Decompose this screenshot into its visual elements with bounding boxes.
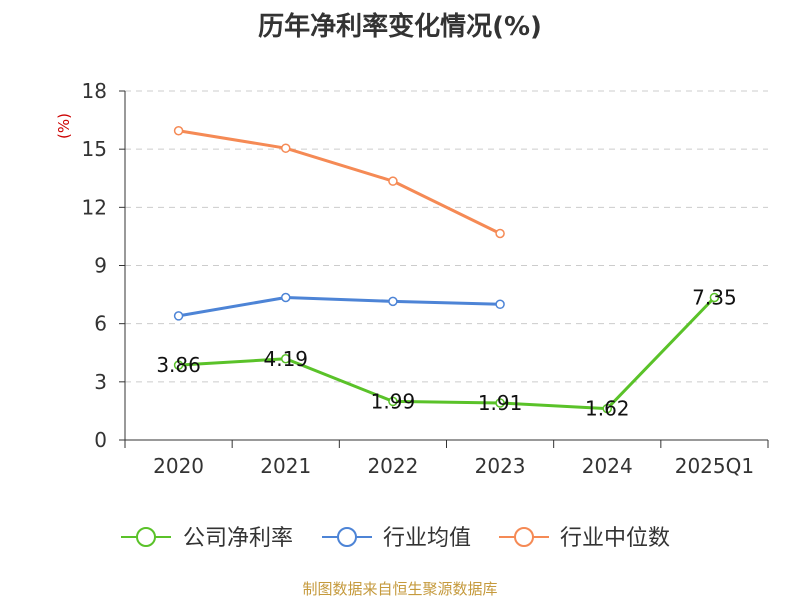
y-axis-unit-label: (%) bbox=[55, 113, 73, 139]
x-tick-label: 2020 bbox=[153, 454, 204, 478]
data-point bbox=[281, 292, 291, 303]
axes: 0 3 6 9 12 15 18 2020 2021 2022 2023 2024 2025Q1 (%) bbox=[55, 79, 769, 478]
y-tick-label: 9 bbox=[94, 254, 107, 278]
legend: 公司净利率 行业均值 行业中位数 bbox=[121, 526, 670, 551]
x-tick-label: 2023 bbox=[475, 454, 526, 478]
legend-swatch-marker bbox=[136, 527, 156, 547]
data-label: 1.91 bbox=[478, 391, 523, 415]
data-point bbox=[173, 311, 184, 321]
x-tick-label: 2022 bbox=[367, 454, 418, 478]
data-label: 3.86 bbox=[156, 353, 201, 377]
legend-swatch-marker bbox=[337, 527, 357, 547]
legend-swatch-marker bbox=[514, 527, 534, 547]
source-note: 制图数据来自恒生聚源数据库 bbox=[302, 580, 498, 598]
legend-label: 行业中位数 bbox=[560, 526, 670, 551]
series-line bbox=[177, 129, 502, 236]
x-tick-label: 2024 bbox=[582, 454, 633, 478]
data-point bbox=[281, 143, 291, 153]
y-tick-label: 0 bbox=[94, 428, 107, 452]
data-label: 1.62 bbox=[585, 397, 630, 421]
data-point bbox=[709, 292, 720, 303]
legend-label: 行业均值 bbox=[383, 526, 471, 551]
data-point bbox=[495, 299, 505, 310]
y-tick-label: 15 bbox=[82, 137, 107, 161]
y-tick-label: 18 bbox=[82, 79, 107, 103]
data-point bbox=[281, 354, 291, 364]
data-point bbox=[388, 296, 398, 307]
data-point bbox=[602, 403, 612, 414]
legend-label: 公司净利率 bbox=[183, 526, 293, 551]
series-lines bbox=[173, 125, 720, 414]
data-label: 1.99 bbox=[371, 389, 416, 413]
data-point bbox=[495, 398, 505, 408]
data-point bbox=[173, 360, 184, 370]
y-tick-label: 6 bbox=[94, 312, 107, 336]
chart-title: 历年净利率变化情况(%) bbox=[258, 12, 542, 42]
y-tick-label: 12 bbox=[82, 195, 107, 219]
gridlines bbox=[125, 90, 768, 383]
data-point bbox=[173, 125, 184, 136]
data-point bbox=[495, 228, 505, 239]
data-point bbox=[388, 396, 398, 407]
data-label: 4.19 bbox=[263, 347, 308, 371]
data-label: 7.35 bbox=[692, 285, 737, 309]
data-labels: 3.86 4.19 1.99 1.91 1.62 7.35 bbox=[156, 285, 736, 420]
series-line bbox=[177, 295, 716, 411]
series-line bbox=[177, 295, 502, 318]
x-tick-label: 2025Q1 bbox=[675, 454, 754, 478]
data-point bbox=[388, 176, 398, 186]
y-tick-label: 3 bbox=[94, 370, 107, 394]
x-tick-label: 2021 bbox=[260, 454, 311, 478]
